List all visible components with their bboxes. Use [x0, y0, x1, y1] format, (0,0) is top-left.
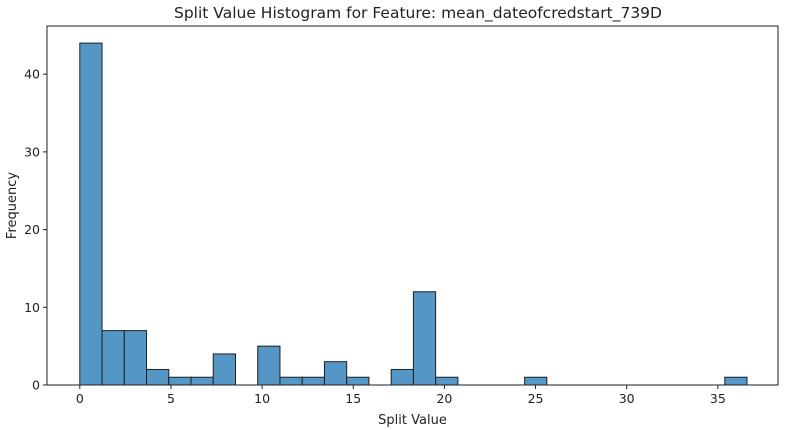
x-axis-ticks: 0 5 10 15 20 25 30 35 [76, 385, 726, 406]
x-tick-label-6: 30 [619, 391, 635, 406]
x-tick-label-3: 15 [345, 391, 361, 406]
histogram-bar-2 [123, 330, 148, 386]
histogram-bar-29 [724, 376, 748, 386]
histogram-bar-1 [101, 330, 125, 386]
histogram-bar-11 [323, 361, 348, 386]
histogram-bar-14 [390, 368, 414, 386]
x-tick-label-0: 0 [76, 391, 84, 406]
histogram-bar-9 [279, 376, 303, 386]
histogram-bar-15 [412, 291, 437, 386]
x-axis-label: Split Value [378, 413, 447, 428]
x-tick-label-4: 20 [436, 391, 452, 406]
y-tick-label-4: 40 [24, 67, 40, 82]
chart-title: Split Value Histogram for Feature: mean_… [174, 4, 662, 23]
histogram-bar-5 [190, 376, 214, 386]
y-tick-label-0: 0 [32, 378, 40, 393]
histogram-bar-20 [524, 376, 548, 386]
x-tick-label-1: 5 [167, 391, 175, 406]
histogram-bar-6 [212, 353, 236, 386]
x-tick-label-2: 10 [254, 391, 270, 406]
histogram-bar-12 [346, 376, 370, 386]
histogram-bar-16 [435, 376, 459, 386]
y-axis-ticks: 0 10 20 30 40 [24, 67, 47, 393]
x-tick-label-5: 25 [528, 391, 544, 406]
y-tick-label-1: 10 [24, 300, 40, 315]
y-tick-label-2: 20 [24, 222, 40, 237]
histogram-bar-10 [301, 376, 325, 386]
histogram-bar-8 [257, 345, 281, 386]
x-tick-label-7: 35 [710, 391, 726, 406]
histogram-bar-4 [168, 376, 192, 386]
histogram-bar-3 [146, 368, 170, 386]
histogram-bars [79, 42, 748, 386]
y-axis-label: Frequency [5, 172, 20, 239]
y-tick-label-3: 30 [24, 144, 40, 159]
histogram-bar-0 [79, 42, 103, 386]
plot-area-frame [46, 25, 779, 386]
